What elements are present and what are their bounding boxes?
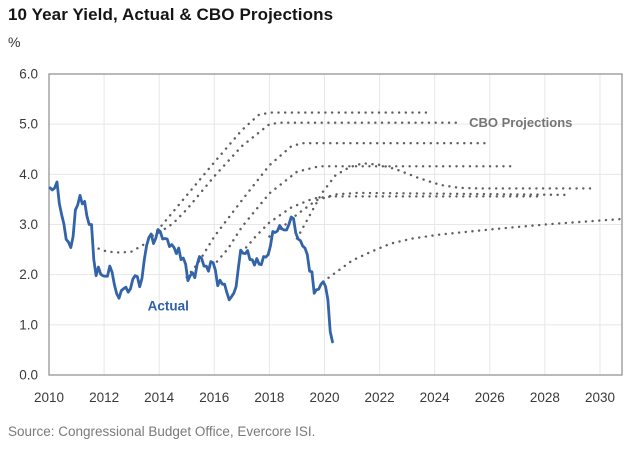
y-axis-tick-label: 5.0 bbox=[19, 117, 38, 132]
actual-series-label: Actual bbox=[148, 298, 189, 313]
x-axis-tick-label: 2026 bbox=[475, 390, 505, 405]
projection-line bbox=[158, 121, 458, 234]
projection-line bbox=[215, 165, 516, 263]
y-axis-tick-label: 4.0 bbox=[19, 167, 38, 182]
projection-line bbox=[185, 142, 489, 279]
chart-plot-area: 0.0 1.0 2.0 3.0 4.0 5.0 6.0 2010 2012 2014 2016 201… bbox=[19, 67, 624, 405]
x-axis-tick-label: 2024 bbox=[420, 390, 451, 405]
x-axis-tick-label: 2020 bbox=[309, 390, 339, 405]
y-axis-tick-label: 6.0 bbox=[19, 67, 38, 82]
plot-border bbox=[48, 73, 623, 376]
y-axis-tick-label: 3.0 bbox=[19, 217, 38, 232]
x-axis-tick-label: 2010 bbox=[34, 390, 64, 405]
projection-line bbox=[97, 111, 432, 254]
x-axis-tick-label: 2018 bbox=[254, 390, 284, 405]
x-axis-tick-label: 2016 bbox=[199, 390, 229, 405]
projection-line bbox=[268, 191, 569, 238]
x-axis-tick-label: 2028 bbox=[530, 390, 560, 405]
x-axis-tick-label: 2030 bbox=[585, 390, 615, 405]
x-axis-tick-label: 2012 bbox=[89, 390, 119, 405]
projection-line bbox=[321, 217, 624, 283]
source-note: Source: Congressional Budget Office, Eve… bbox=[8, 424, 316, 439]
x-axis-tick-label: 2022 bbox=[365, 390, 395, 405]
projection-line bbox=[295, 162, 593, 240]
y-axis-tick-label: 0.0 bbox=[19, 368, 38, 383]
y-axis-unit-label: % bbox=[8, 34, 21, 50]
actual-line bbox=[48, 180, 334, 344]
y-axis-tick-label: 2.0 bbox=[19, 267, 38, 282]
x-axis-tick-label: 2014 bbox=[144, 390, 175, 405]
projection-line bbox=[240, 195, 541, 254]
chart-title: 10 Year Yield, Actual & CBO Projections bbox=[8, 5, 334, 24]
cbo-projections-label: CBO Projections bbox=[469, 115, 572, 130]
y-axis-tick-label: 1.0 bbox=[19, 317, 38, 332]
